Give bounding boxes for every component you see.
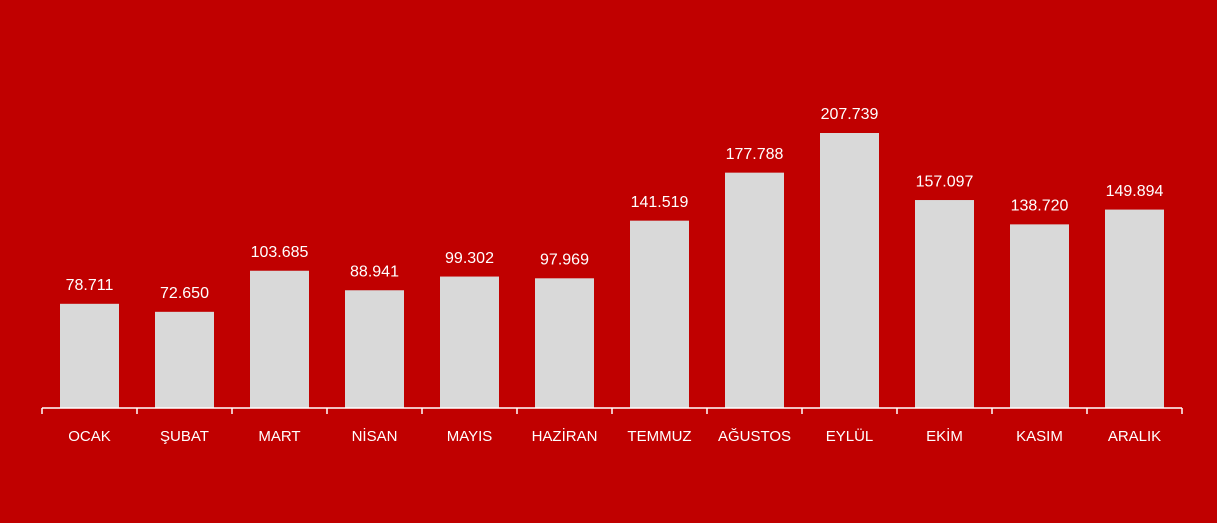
x-tick-label: HAZİRAN <box>532 427 598 445</box>
value-label: 141.519 <box>631 194 689 211</box>
value-label: 138.720 <box>1011 198 1069 215</box>
value-label: 149.894 <box>1106 183 1164 200</box>
bar <box>820 133 879 408</box>
bar <box>915 200 974 408</box>
bar <box>1105 209 1164 408</box>
x-tick-label: MAYIS <box>447 428 493 445</box>
value-label: 103.685 <box>251 244 309 261</box>
bar <box>630 220 689 408</box>
x-tick-label: EKİM <box>926 427 963 445</box>
x-tick-label: TEMMUZ <box>627 428 691 445</box>
x-tick-label: EYLÜL <box>826 427 874 445</box>
bar <box>155 311 214 408</box>
x-tick-label: ŞUBAT <box>160 428 209 445</box>
x-tick-label: KASIM <box>1016 428 1063 445</box>
x-tick-label: OCAK <box>68 428 111 445</box>
value-label: 88.941 <box>350 263 399 280</box>
x-tick-label: MART <box>258 428 300 445</box>
bar <box>535 278 594 408</box>
value-label: 72.650 <box>160 285 209 302</box>
bar <box>725 172 784 408</box>
x-tick-label: NİSAN <box>352 427 398 445</box>
value-label: 97.969 <box>540 252 589 269</box>
value-label: 157.097 <box>916 173 974 190</box>
bar <box>60 303 119 408</box>
value-label: 177.788 <box>726 146 784 163</box>
x-tick-label: ARALIK <box>1108 428 1161 445</box>
value-label: 207.739 <box>821 106 879 123</box>
bar <box>250 270 309 408</box>
bar <box>345 290 404 408</box>
value-label: 99.302 <box>445 250 494 267</box>
bar <box>440 276 499 408</box>
bar <box>1010 224 1069 408</box>
x-tick-label: AĞUSTOS <box>718 428 791 445</box>
value-label: 78.711 <box>66 277 114 294</box>
